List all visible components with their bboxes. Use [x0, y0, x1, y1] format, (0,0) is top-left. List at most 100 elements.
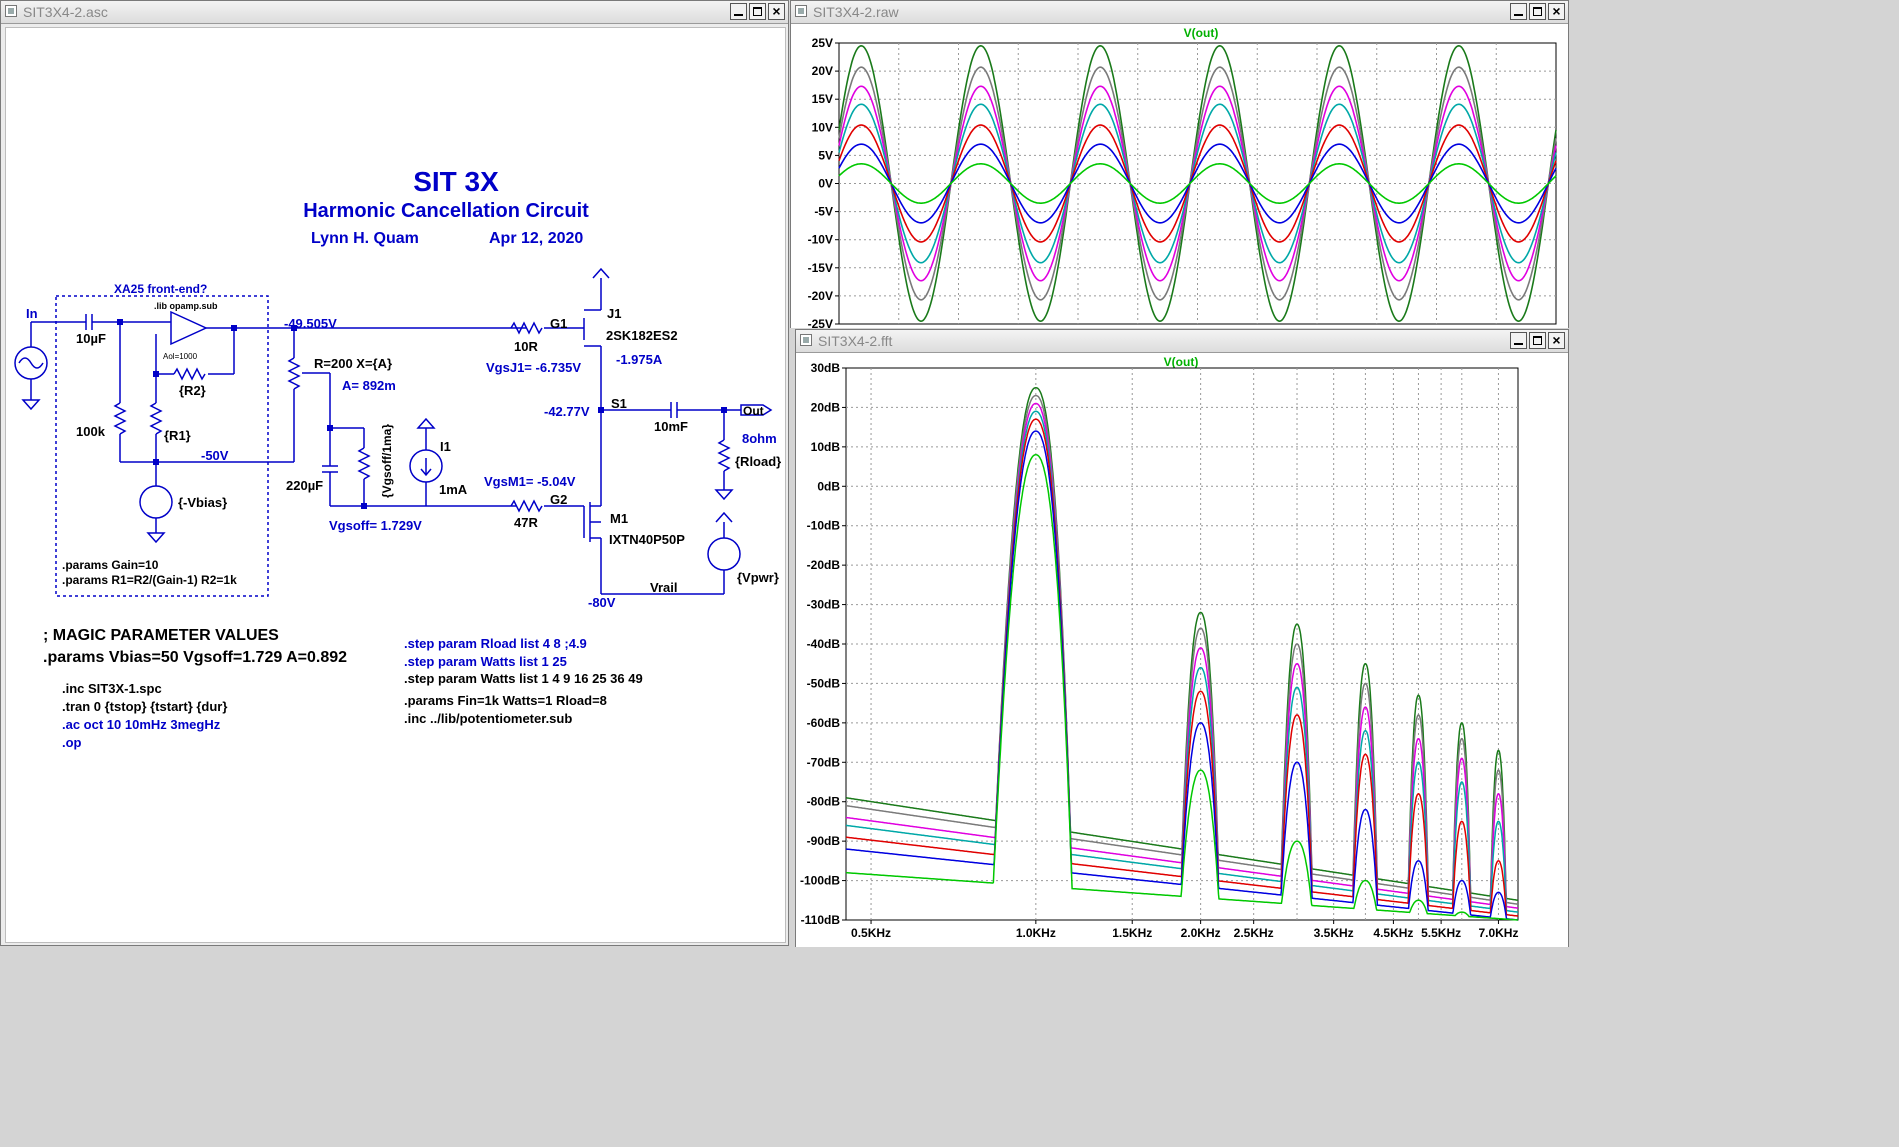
schematic-canvas[interactable]: SIT 3X Harmonic Cancellation Circuit Lyn…: [5, 27, 786, 943]
r1-label: {R1}: [164, 428, 191, 443]
waveform-ytick-label: 15V: [812, 92, 833, 106]
fft-ytick-label: 10dB: [811, 440, 841, 454]
fft-ytick-label: -30dB: [807, 598, 841, 612]
minimize-button[interactable]: [1510, 3, 1527, 20]
g1-label: G1: [550, 316, 567, 331]
close-button[interactable]: ×: [1548, 3, 1565, 20]
fft-ytick-label: -110dB: [801, 913, 841, 927]
s1-label: S1: [611, 396, 627, 411]
waveform-titlebar[interactable]: SIT3X4-2.raw ×: [791, 1, 1568, 24]
fft-xtick-label: 4.5KHz: [1373, 926, 1413, 940]
waveform-ytick-label: -5V: [814, 205, 833, 219]
fft-xtick-label: 5.5KHz: [1421, 926, 1461, 940]
waveform-ytick-label: -15V: [808, 261, 833, 275]
pot-label: R=200 X={A}: [314, 356, 392, 371]
close-button[interactable]: ×: [768, 3, 785, 20]
i1-label: I1: [440, 439, 451, 454]
lib-label: .lib opamp.sub: [154, 301, 218, 311]
schematic-titlebar[interactable]: SIT3X4-2.asc ×: [1, 1, 788, 24]
directives-left: .inc SIT3X-1.spc .tran 0 {tstop} {tstart}…: [62, 681, 227, 750]
params-line-1: .params Gain=10: [62, 558, 159, 572]
directive-left-0: .inc SIT3X-1.spc: [62, 681, 162, 696]
fft-ytick-label: -100dB: [800, 874, 840, 888]
waveform-window[interactable]: SIT3X4-2.raw × V(out) 25V 20V 15V 10V 5V 0V -5…: [790, 0, 1569, 328]
waveform-series-4: [838, 124, 1557, 243]
waveform-ytick-label: 10V: [812, 120, 833, 134]
directive-right-1: .step param Watts list 1 25: [404, 654, 567, 669]
minimize-button[interactable]: [730, 3, 747, 20]
directive-right-4: .inc ../lib/potentiometer.sub: [404, 711, 572, 726]
fft-ytick-label: 30dB: [811, 361, 841, 375]
fft-ytick-label: -80dB: [807, 795, 841, 809]
schematic-title: SIT3X4-2.asc: [23, 4, 108, 20]
r2-label: {R2}: [179, 383, 206, 398]
fft-ytick-label: -50dB: [807, 676, 841, 690]
schematic-svg: SIT 3X Harmonic Cancellation Circuit Lyn…: [14, 166, 781, 750]
r100k-label: 100k: [76, 424, 106, 439]
directive-left-2: .ac oct 10 10mHz 3megHz: [62, 717, 221, 732]
frontend-box: [55, 295, 269, 597]
frontend-label: XA25 front-end?: [114, 282, 207, 296]
waveform-ytick-label: 0V: [818, 177, 833, 191]
waveform-series-1: [838, 66, 1557, 301]
m1-label: M1: [610, 511, 628, 526]
waveform-ytick-label: 25V: [812, 36, 833, 50]
fft-ytick-label: -10dB: [807, 519, 841, 533]
c220-label: 220µF: [286, 478, 323, 493]
maximize-button[interactable]: [749, 3, 766, 20]
directive-right-0: .step param Rload list 4 8 ;4.9: [404, 636, 587, 651]
i1-value-label: 1mA: [439, 482, 468, 497]
vgsm1-label: VgsM1= -5.04V: [484, 474, 576, 489]
date-label: Apr 12, 2020: [489, 230, 583, 247]
r10-label: 10R: [514, 339, 538, 354]
waveform-series-5: [838, 143, 1557, 224]
magic-params: .params Vbias=50 Vgsoff=1.729 A=0.892: [43, 649, 347, 666]
waveform-ytick-label: -10V: [808, 233, 833, 247]
waveform-ytick-label: -25V: [808, 317, 833, 328]
vgsoff-res-label: {Vgsoff/1ma}: [380, 424, 394, 498]
directive-right-3: .params Fin=1k Watts=1 Rload=8: [404, 693, 607, 708]
minimize-button[interactable]: [1510, 332, 1527, 349]
waveform-series-6: [838, 163, 1557, 204]
fft-ytick-label: -40dB: [807, 637, 841, 651]
aol-label: Aol=1000: [163, 352, 198, 361]
waveform-ytick-label: 5V: [818, 148, 833, 162]
node-voltage-label: -49.505V: [284, 316, 337, 331]
fft-xtick-label: 3.5KHz: [1314, 926, 1354, 940]
fft-series-6: [846, 453, 1518, 921]
fft-ytick-label: 0dB: [817, 479, 840, 493]
fft-ytick-label: -70dB: [807, 755, 841, 769]
c-in-label: 10µF: [76, 331, 106, 346]
fft-titlebar[interactable]: SIT3X4-2.fft ×: [796, 330, 1568, 353]
params-line-2: .params R1=R2/(Gain-1) R2=1k: [62, 573, 237, 587]
fft-xtick-label: 7.0KHz: [1478, 926, 1518, 940]
fft-xtick-label: 2.5KHz: [1234, 926, 1274, 940]
close-button[interactable]: ×: [1548, 332, 1565, 349]
directives-right: .step param Rload list 4 8 ;4.9 .step par…: [404, 636, 643, 726]
waveform-plot[interactable]: V(out) 25V 20V 15V 10V 5V 0V -5V -10V -15V -20V -2…: [791, 24, 1568, 328]
schematic-window[interactable]: SIT3X4-2.asc ×: [0, 0, 789, 946]
fft-window[interactable]: SIT3X4-2.fft × V(out) 0.5KHz 1.0KHz 1.5KHz…: [795, 329, 1569, 947]
m1-part-label: IXTN40P50P: [609, 532, 685, 547]
s1-voltage-label: -42.77V: [544, 404, 590, 419]
fft-xtick-label: 1.0KHz: [1016, 926, 1056, 940]
rload-value-label: 8ohm: [742, 431, 777, 446]
vgsoff-value-label: Vgsoff= 1.729V: [329, 518, 422, 533]
waveform-trace-label: V(out): [1184, 26, 1219, 40]
fft-doc-icon: [800, 334, 812, 346]
fft-xtick-label: 2.0KHz: [1181, 926, 1221, 940]
j1-label: J1: [607, 306, 621, 321]
maximize-button[interactable]: [1529, 332, 1546, 349]
waveform-series-3: [838, 103, 1557, 264]
fft-trace-label: V(out): [1164, 355, 1199, 369]
maximize-button[interactable]: [1529, 3, 1546, 20]
j1-current-label: -1.975A: [616, 352, 663, 367]
r47-label: 47R: [514, 515, 538, 530]
magic-title: ; MAGIC PARAMETER VALUES: [43, 627, 279, 644]
fft-plot[interactable]: V(out) 0.5KHz 1.0KHz 1.5KHz 2.0KHz 2.5KHz 3.5…: [796, 353, 1568, 947]
schematic-heading: SIT 3X: [413, 166, 499, 197]
c10m-label: 10mF: [654, 419, 688, 434]
fft-xtick-label: 1.5KHz: [1112, 926, 1152, 940]
neg80-label: -80V: [588, 595, 616, 610]
schematic-doc-icon: [5, 5, 17, 17]
